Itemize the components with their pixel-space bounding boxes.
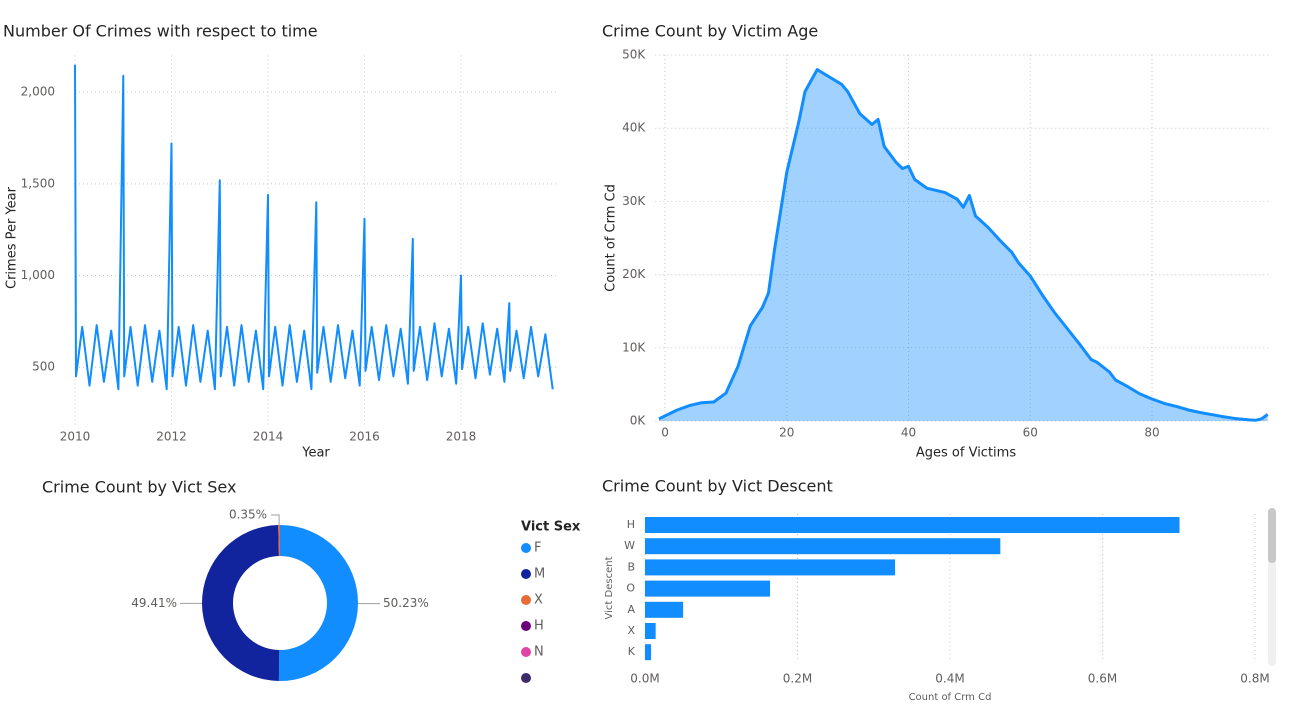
y-tick-label: 2,000: [21, 85, 55, 99]
bar: [645, 601, 684, 618]
area: [658, 69, 1268, 421]
chart-title: Crime Count by Vict Descent: [602, 477, 833, 496]
y-tick-label: W: [624, 539, 635, 552]
data-label: 0.35%: [229, 508, 267, 522]
legend-label: N: [534, 645, 544, 660]
chart-title: Number Of Crimes with respect to time: [3, 22, 318, 41]
x-tick-label: 0.0M: [630, 672, 659, 686]
y-tick-label: 10K: [622, 340, 646, 354]
x-tick-label: 0.6M: [1088, 672, 1117, 686]
bar: [645, 644, 652, 661]
y-tick-label: 0K: [630, 414, 647, 428]
scrollbar-thumb[interactable]: [1268, 508, 1276, 563]
legend-label: F: [534, 541, 541, 556]
legend-label: X: [534, 593, 543, 608]
x-tick-label: 0.8M: [1240, 672, 1269, 686]
legend-label: H: [534, 619, 544, 634]
bar: [645, 559, 896, 576]
x-axis-label: Ages of Victims: [916, 446, 1016, 461]
y-axis-label: Count of Crm Cd: [604, 184, 619, 292]
y-tick-label: 500: [32, 360, 55, 374]
legend-marker: [521, 543, 531, 553]
x-tick-label: 0: [661, 426, 669, 440]
x-axis-label: Count of Crm Cd: [909, 692, 992, 703]
y-axis-label: Crimes Per Year: [5, 186, 20, 289]
donut-slice: [278, 525, 280, 557]
y-tick-label: 40K: [622, 121, 646, 135]
chart-title: Crime Count by Vict Sex: [42, 478, 236, 497]
y-tick-label: X: [627, 624, 635, 637]
x-tick-label: 80: [1144, 426, 1159, 440]
leader-line: [271, 514, 280, 526]
x-tick-label: 20: [779, 426, 794, 440]
y-tick-label: 30K: [622, 194, 646, 208]
y-tick-label: 1,500: [21, 176, 55, 190]
legend-marker: [521, 621, 531, 631]
data-label: 49.41%: [131, 596, 177, 610]
legend-marker: [521, 673, 531, 683]
y-tick-label: 1,000: [21, 268, 55, 282]
x-tick-label: 2016: [349, 430, 380, 444]
legend-marker: [521, 569, 531, 579]
y-tick-label: 50K: [622, 48, 646, 62]
x-tick-label: 0.4M: [935, 672, 964, 686]
bar: [645, 580, 771, 597]
bar: [645, 538, 1001, 555]
x-tick-label: 40: [901, 426, 916, 440]
y-tick-label: O: [626, 582, 635, 595]
x-tick-label: 2018: [446, 430, 477, 444]
x-axis-label: Year: [301, 446, 330, 461]
bar: [645, 623, 656, 639]
line: [74, 64, 554, 391]
legend-title: Vict Sex: [521, 520, 581, 535]
bar: [645, 517, 1180, 533]
y-tick-label: 20K: [622, 267, 646, 281]
y-tick-label: A: [627, 603, 635, 616]
x-tick-label: 2010: [60, 430, 91, 444]
donut-slice: [278, 525, 358, 681]
legend-label: M: [534, 567, 545, 582]
x-tick-label: 2014: [253, 430, 284, 444]
y-tick-label: K: [628, 645, 636, 658]
x-tick-label: 60: [1023, 426, 1038, 440]
legend-marker: [521, 647, 531, 657]
chart-title: Crime Count by Victim Age: [602, 22, 818, 41]
y-tick-label: B: [627, 560, 635, 573]
data-label: 50.23%: [383, 596, 429, 610]
y-axis-label: Vict Descent: [604, 556, 615, 619]
legend-marker: [521, 595, 531, 605]
y-tick-label: H: [627, 518, 635, 531]
x-tick-label: 0.2M: [783, 672, 812, 686]
line: [658, 68, 1269, 422]
x-tick-label: 2012: [156, 430, 187, 444]
donut-slice: [201, 525, 280, 681]
